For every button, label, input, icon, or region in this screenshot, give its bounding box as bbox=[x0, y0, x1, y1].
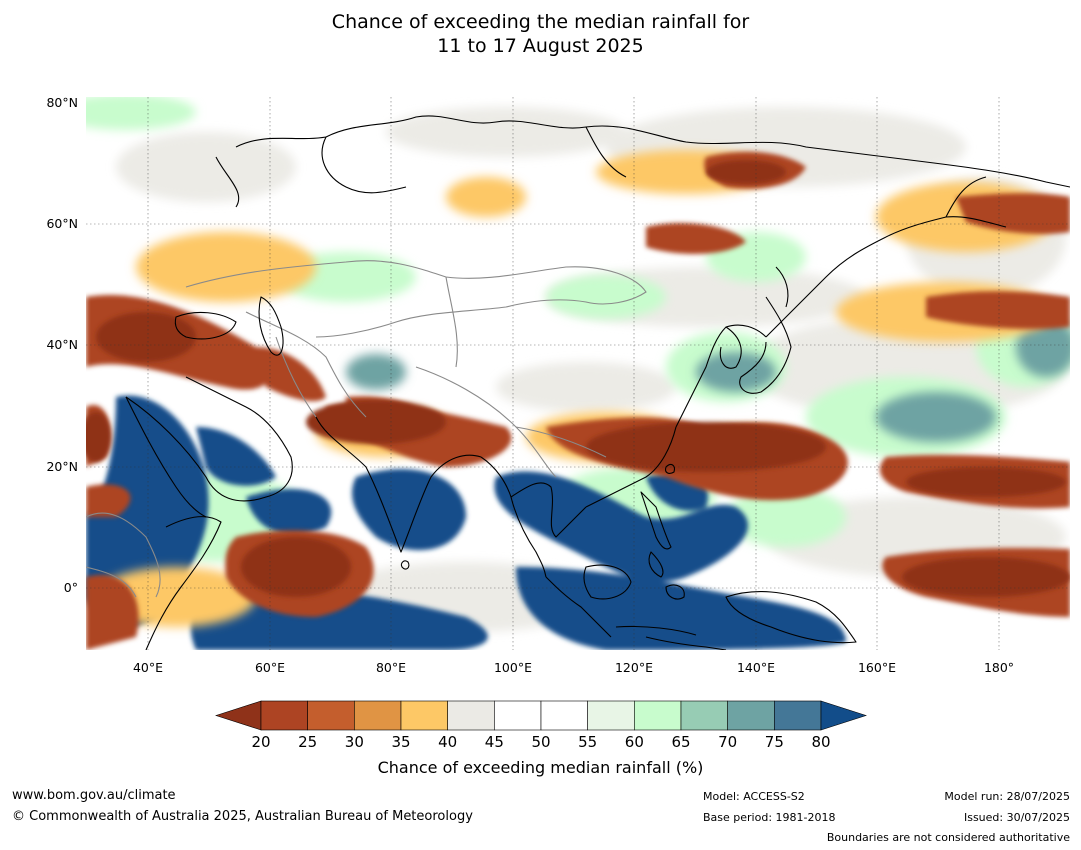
colorbar-tick-label: 60 bbox=[624, 733, 644, 751]
issued-date: Issued: 30/07/2025 bbox=[963, 811, 1070, 824]
colorbar-cell bbox=[634, 700, 682, 731]
colorbar-tick-label: 20 bbox=[251, 733, 271, 751]
colorbar-cell bbox=[494, 700, 542, 731]
lon-label-160e: 160°E bbox=[857, 660, 896, 675]
colorbar-cell bbox=[354, 700, 402, 731]
colorbar-tick-label: 35 bbox=[391, 733, 411, 751]
colorbar-cell bbox=[587, 700, 635, 731]
colorbar-label: Chance of exceeding median rainfall (%) bbox=[377, 758, 704, 777]
lon-label-60e: 60°E bbox=[254, 660, 286, 675]
colorbar-cell bbox=[727, 700, 775, 731]
lat-label-20n: 20°N bbox=[46, 459, 78, 474]
lon-label-80e: 80°E bbox=[375, 660, 407, 675]
lat-label-40n: 40°N bbox=[46, 337, 78, 352]
base-period: Base period: 1981-2018 bbox=[703, 811, 836, 824]
title-line-2: 11 to 17 August 2025 bbox=[437, 35, 644, 57]
colorbar bbox=[215, 700, 867, 731]
colorbar-cell bbox=[447, 700, 495, 731]
lat-label-80n: 80°N bbox=[46, 95, 78, 110]
colorbar-cell bbox=[400, 700, 448, 731]
colorbar-tick-label: 50 bbox=[531, 733, 551, 751]
colorbar-cell bbox=[307, 700, 355, 731]
lon-label-40e: 40°E bbox=[132, 660, 164, 675]
colorbar-tick-label: 30 bbox=[344, 733, 364, 751]
colorbar-tick-label: 80 bbox=[811, 733, 831, 751]
colorbar-cell bbox=[774, 700, 822, 731]
colorbar-tick-label: 25 bbox=[298, 733, 318, 751]
lat-label-60n: 60°N bbox=[46, 216, 78, 231]
colorbar-tick-label: 65 bbox=[671, 733, 691, 751]
colorbar-tick-label: 40 bbox=[438, 733, 458, 751]
model-run-date: Model run: 28/07/2025 bbox=[944, 790, 1070, 803]
colorbar-cell bbox=[680, 700, 728, 731]
title-line-1: Chance of exceeding the median rainfall … bbox=[331, 11, 750, 33]
lon-label-120e: 120°E bbox=[614, 660, 653, 675]
model-name: Model: ACCESS-S2 bbox=[703, 790, 805, 803]
website-url: www.bom.gov.au/climate bbox=[12, 788, 176, 803]
boundaries-disclaimer: Boundaries are not considered authoritat… bbox=[826, 831, 1070, 844]
lon-label-100e: 100°E bbox=[493, 660, 532, 675]
colorbar-cell bbox=[540, 700, 588, 731]
colorbar-tick-label: 55 bbox=[578, 733, 598, 751]
lon-label-180: 180° bbox=[983, 660, 1015, 675]
map-title: Chance of exceeding the median rainfall … bbox=[0, 10, 1081, 58]
lon-label-140e: 140°E bbox=[736, 660, 775, 675]
rainfall-probability-map bbox=[86, 97, 1070, 650]
colorbar-extend-low bbox=[215, 700, 262, 731]
colorbar-tick-label: 75 bbox=[764, 733, 784, 751]
colorbar-tick-label: 70 bbox=[718, 733, 738, 751]
copyright-text: © Commonwealth of Australia 2025, Austra… bbox=[12, 809, 473, 824]
colorbar-extend-high bbox=[820, 700, 867, 731]
colorbar-tick-label: 45 bbox=[484, 733, 504, 751]
colorbar-cell bbox=[260, 700, 308, 731]
lat-label-0: 0° bbox=[63, 580, 78, 595]
map-canvas bbox=[86, 97, 1070, 650]
